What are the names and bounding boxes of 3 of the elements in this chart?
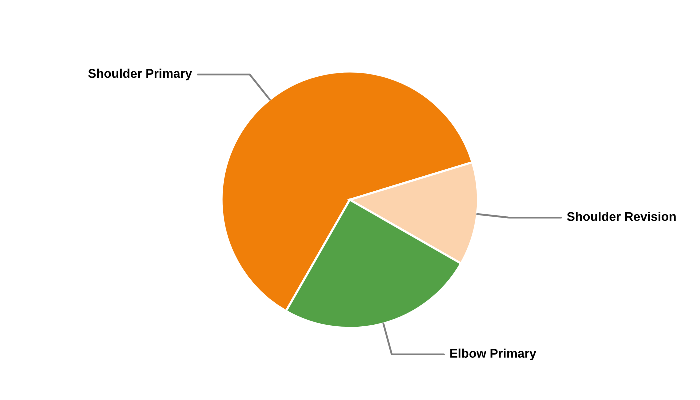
slice-label: Shoulder Primary [88, 68, 192, 81]
slice-label: Shoulder Revision [567, 212, 676, 222]
slice-label: Elbow Primary [450, 348, 536, 360]
